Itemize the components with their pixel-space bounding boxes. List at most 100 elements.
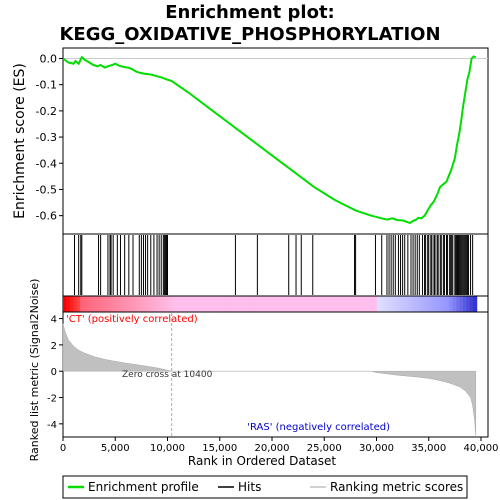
heatmap-cell	[456, 296, 460, 312]
heatmap-cell	[249, 296, 254, 312]
heatmap-cell	[311, 296, 316, 312]
heatmap-cell	[149, 296, 154, 312]
heatmap-cell	[387, 296, 392, 312]
heatmap-cell	[469, 296, 474, 312]
heatmap-cell	[118, 296, 123, 312]
heatmap-cell	[276, 296, 281, 312]
es-y-tick-label: -0.2	[36, 105, 57, 118]
heatmap-cell	[442, 296, 447, 312]
heatmap-cell	[214, 296, 219, 312]
es-y-tick-label: -0.3	[36, 131, 57, 144]
heatmap-cell	[80, 296, 85, 312]
metric-y-tick-label: 4	[51, 315, 57, 326]
heatmap-cell	[463, 296, 467, 312]
legend: Enrichment profile Hits Ranking metric sco…	[68, 480, 463, 494]
chart-title-line-1: Enrichment plot:	[165, 2, 335, 23]
x-tick-label: 30,000	[359, 443, 394, 454]
metric-y-tick-label: -2	[47, 394, 57, 405]
heatmap-cell	[390, 296, 395, 312]
heatmap-cell	[235, 296, 240, 312]
heatmap-cell	[66, 296, 71, 312]
heatmap-cell	[294, 296, 298, 312]
heatmap-cell	[418, 296, 423, 312]
heatmap-cell	[152, 296, 157, 312]
legend-label: Enrichment profile	[88, 480, 199, 494]
heatmap-cell	[407, 296, 412, 312]
heatmap-cell	[231, 296, 236, 312]
heatmap-cell	[159, 296, 164, 312]
heatmap-cell	[63, 296, 67, 312]
heatmap-cell	[111, 296, 116, 312]
es-y-tick-label: -0.5	[36, 183, 57, 196]
heatmap-cell	[125, 296, 129, 312]
x-tick-label: 10,000	[150, 443, 185, 454]
metric-y-axis: 4 2 0 -2 -4	[47, 315, 63, 431]
heatmap-cell	[73, 296, 78, 312]
hits-group	[73, 235, 474, 295]
heatmap-cell	[452, 296, 457, 312]
heatmap-cell	[283, 296, 288, 312]
heatmap-cell	[166, 296, 171, 312]
es-y-tick-label: -0.1	[36, 79, 57, 92]
heatmap-cell	[194, 296, 198, 312]
heatmap-cell	[107, 296, 112, 312]
heatmap-cell	[345, 296, 350, 312]
heatmap-cell	[183, 296, 188, 312]
heatmap-cell	[459, 296, 464, 312]
heatmap-cell	[335, 296, 340, 312]
heatmap-cell	[359, 296, 364, 312]
heatmap-cell	[373, 296, 378, 312]
heatmap-cell	[400, 296, 405, 312]
zero-cross-label: Zero cross at 10400	[122, 370, 213, 380]
heatmap-cell	[369, 296, 374, 312]
heatmap-cell	[204, 296, 209, 312]
heatmap-cell	[197, 296, 202, 312]
heatmap-cell	[135, 296, 140, 312]
heatmap-cell	[449, 296, 454, 312]
metric-y-tick-label: -4	[47, 420, 57, 431]
heatmap-cell	[266, 296, 271, 312]
heatmap-cell	[366, 296, 371, 312]
es-y-tick-label: -0.4	[36, 157, 57, 170]
heatmap-cell	[397, 296, 402, 312]
heatmap-cell	[142, 296, 147, 312]
heatmap-cell	[69, 296, 74, 312]
heatmap-cell	[131, 296, 136, 312]
heatmap-cell	[438, 296, 443, 312]
heatmap-cell	[200, 296, 205, 312]
legend-label: Ranking metric scores	[330, 480, 463, 494]
heatmap-cell	[466, 296, 471, 312]
enrichment-panel-frame	[62, 47, 489, 235]
heatmap-cell	[121, 296, 126, 312]
heatmap-cell	[380, 296, 385, 312]
heatmap-cell	[273, 296, 278, 312]
metric-y-axis-label: Ranked list metric (Signal2Noise)	[28, 279, 41, 462]
heatmap-cell	[242, 296, 247, 312]
heatmap-cell	[304, 296, 309, 312]
es-y-tick-label: -0.6	[36, 210, 57, 223]
heatmap-cell	[263, 296, 267, 312]
heatmap-cell	[245, 296, 250, 312]
ranked-metric-group	[62, 313, 477, 438]
heatmap-cell	[325, 296, 329, 312]
heatmap-cell	[421, 296, 426, 312]
heatmap-cell	[221, 296, 226, 312]
heatmap-cell	[207, 296, 212, 312]
heatmap-cell	[94, 296, 98, 312]
rank-heatmap	[63, 296, 478, 312]
heatmap-cell	[169, 296, 174, 312]
heatmap-cell	[338, 296, 343, 312]
heatmap-cell	[342, 296, 347, 312]
heatmap-cell	[176, 296, 181, 312]
es-y-axis: 0.0 -0.1 -0.2 -0.3 -0.4 -0.5 -0.6	[36, 52, 63, 223]
heatmap-cell	[128, 296, 133, 312]
heatmap-cell	[321, 296, 326, 312]
heatmap-cell	[349, 296, 354, 312]
heatmap-cell	[290, 296, 295, 312]
heatmap-cell	[269, 296, 274, 312]
heatmap-cell	[180, 296, 185, 312]
enrichment-profile-group	[62, 55, 477, 225]
heatmap-cell	[104, 296, 109, 312]
x-tick-label: 40,000	[464, 443, 499, 454]
heatmap-cell	[211, 296, 216, 312]
